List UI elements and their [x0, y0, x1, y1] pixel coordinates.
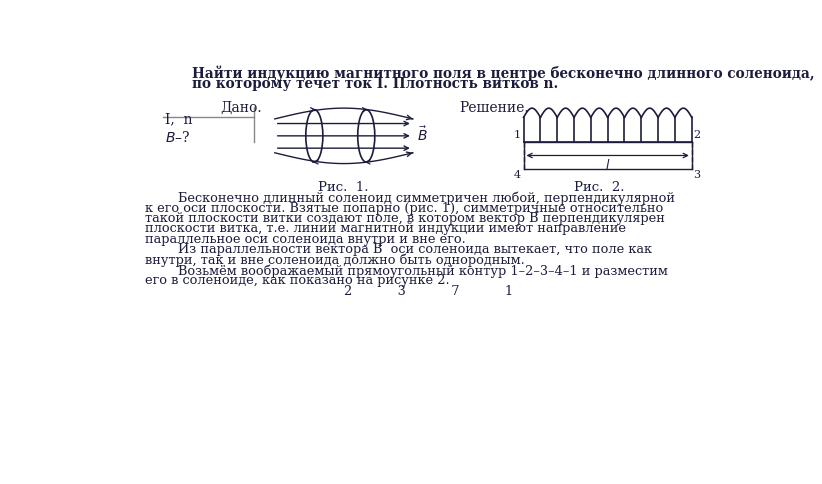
Text: 2: 2: [693, 131, 700, 140]
Text: 3: 3: [693, 170, 700, 180]
Text: $\mathit{B}$–?: $\mathit{B}$–?: [164, 131, 190, 146]
Text: I,  n: I, n: [164, 113, 192, 127]
Text: Решение.: Решение.: [459, 101, 529, 115]
Text: 2           3           7           1: 2 3 7 1: [344, 285, 513, 298]
Text: к его оси плоскости. Взятые попарно (рис. 1), симметричные относительно: к его оси плоскости. Взятые попарно (рис…: [145, 202, 663, 215]
Text: 4: 4: [514, 170, 521, 180]
Text: плоскости витка, т.е. линии магнитной индукции имеют направление: плоскости витка, т.е. линии магнитной ин…: [145, 223, 626, 236]
Text: Из параллельности вектора B̅  оси соленоида вытекает, что поле как: Из параллельности вектора B̅ оси соленои…: [145, 243, 653, 256]
Text: Бесконечно длинный соленоид симметричен любой, перпендикулярной: Бесконечно длинный соленоид симметричен …: [145, 191, 676, 205]
Text: Найти индукцию магнитного поля в центре бесконечно длинного соленоида,: Найти индукцию магнитного поля в центре …: [192, 66, 815, 81]
Text: его в соленоиде, как показано на рисунке 2.: его в соленоиде, как показано на рисунке…: [145, 274, 450, 287]
Text: по которому течет ток I. Плотность витков n.: по которому течет ток I. Плотность витко…: [192, 76, 558, 91]
Text: 1: 1: [514, 131, 521, 140]
Text: $\mathit{l}$: $\mathit{l}$: [605, 158, 611, 172]
Text: Возьмём воображаемый прямоугольный контур 1–2–3–4–1 и разместим: Возьмём воображаемый прямоугольный конту…: [145, 264, 668, 277]
Text: параллельное оси соленоида внутри и вне его.: параллельное оси соленоида внутри и вне …: [145, 233, 466, 246]
Text: Рис.  1.: Рис. 1.: [318, 181, 368, 194]
Text: такой плоскости витки создают поле, в котором вектор B̅ перпендикулярен: такой плоскости витки создают поле, в ко…: [145, 212, 665, 225]
Text: внутри, так и вне соленоида должно быть однородным.: внутри, так и вне соленоида должно быть …: [145, 254, 525, 267]
Text: $\vec{B}$: $\vec{B}$: [418, 125, 428, 144]
Text: Дано.: Дано.: [220, 101, 262, 115]
Text: Рис.  2.: Рис. 2.: [574, 181, 624, 194]
